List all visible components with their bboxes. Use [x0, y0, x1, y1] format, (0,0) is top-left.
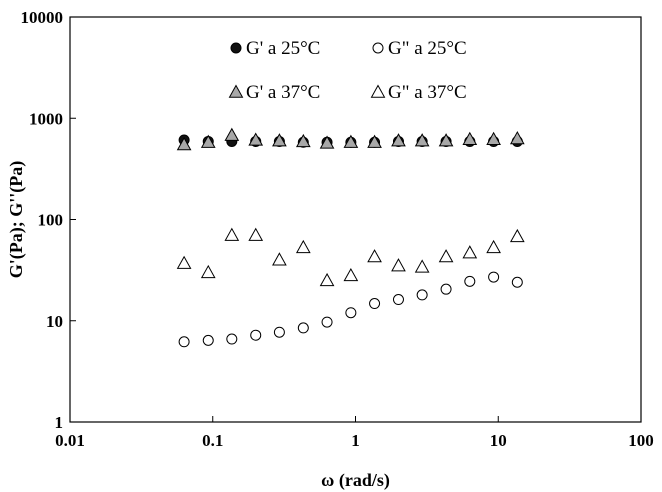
data-point — [414, 133, 430, 147]
data-point — [367, 134, 382, 148]
data-point — [250, 329, 262, 341]
data-point — [392, 294, 404, 306]
data-point — [462, 245, 478, 259]
legend-label: G" a 25°C — [388, 38, 467, 59]
y-tick-label: 10000 — [21, 8, 64, 27]
data-point — [224, 127, 240, 141]
y-tick-label: 10 — [46, 312, 63, 331]
data-point — [343, 267, 359, 282]
data-point — [297, 322, 309, 334]
data-point — [511, 276, 523, 288]
data-point — [440, 283, 452, 295]
data-point — [391, 133, 406, 147]
data-point — [509, 131, 525, 145]
data-point — [319, 272, 335, 287]
y-tick-label: 1 — [55, 413, 64, 432]
legend-marker — [230, 42, 242, 54]
legend-marker — [370, 84, 386, 98]
data-point — [488, 271, 500, 283]
data-point — [367, 249, 382, 263]
y-axis-ticks: 1 10 100 1000 10000 — [21, 8, 76, 432]
data-point — [343, 134, 359, 148]
y-tick-label: 100 — [38, 211, 64, 230]
legend-marker — [372, 42, 384, 54]
data-point — [319, 135, 335, 149]
series-4 — [176, 227, 525, 287]
x-tick-label: 0.01 — [55, 431, 85, 450]
x-axis-title: ω (rad/s) — [321, 470, 390, 491]
legend-label: G' a 25°C — [246, 38, 320, 59]
data-point — [200, 134, 216, 148]
data-point — [369, 298, 381, 310]
x-tick-label: 0.1 — [202, 431, 223, 450]
data-point — [462, 131, 478, 145]
y-tick-label: 1000 — [29, 109, 63, 128]
series-3 — [176, 127, 525, 151]
data-point — [273, 326, 285, 338]
data-point — [509, 228, 525, 243]
data-point — [226, 333, 238, 345]
legend-label: G' a 37°C — [246, 82, 320, 103]
y-axis-title: G'(Pa); G''(Pa) — [6, 161, 27, 278]
data-point — [178, 336, 190, 348]
data-point — [272, 252, 287, 266]
data-point — [176, 255, 192, 269]
x-tick-label: 10 — [490, 431, 507, 450]
data-point — [486, 131, 501, 145]
data-point — [486, 239, 501, 254]
data-point — [295, 133, 311, 148]
data-point — [248, 132, 264, 146]
data-point — [248, 227, 264, 241]
data-point — [272, 133, 287, 147]
plot-frame — [69, 16, 642, 423]
data-point — [438, 249, 454, 263]
series-2 — [178, 271, 523, 348]
plot-area — [69, 16, 642, 423]
x-tick-label: 1 — [351, 431, 360, 450]
data-point — [224, 227, 240, 241]
data-point — [321, 316, 333, 328]
data-point — [345, 307, 357, 319]
data-point — [416, 289, 428, 301]
data-point — [202, 334, 214, 346]
x-tick-label: 100 — [628, 431, 654, 450]
data-point — [464, 275, 476, 287]
data-point — [176, 137, 192, 151]
data-point — [295, 239, 311, 254]
x-axis-ticks: 0.01 0.1 1 10 100 — [55, 416, 654, 450]
legend-marker — [228, 84, 244, 98]
data-markers — [176, 127, 525, 348]
data-point — [438, 133, 454, 147]
legend: G' a 25°C G" a 25°C G' a 37°C G" a 37°C — [228, 38, 467, 103]
data-point — [391, 258, 406, 272]
data-point — [200, 264, 216, 279]
legend-label: G" a 37°C — [388, 82, 467, 103]
data-point — [414, 259, 430, 273]
